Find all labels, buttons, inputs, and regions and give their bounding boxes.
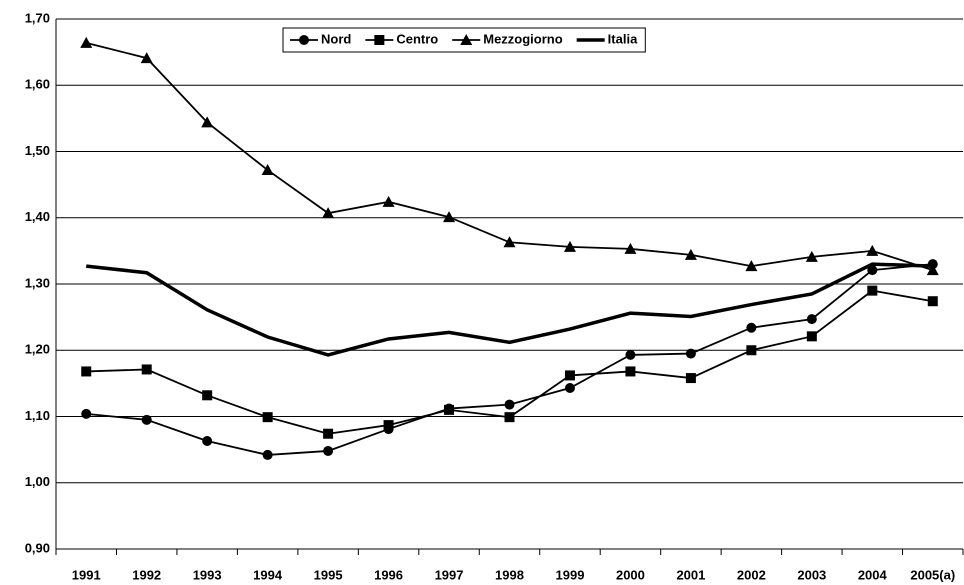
marker-triangle (624, 242, 637, 254)
x-tick-label: 1993 (193, 567, 222, 582)
marker-square (504, 412, 515, 423)
series-line (86, 263, 933, 456)
marker-circle (141, 414, 152, 425)
marker-circle (867, 265, 878, 276)
marker-square (927, 296, 938, 307)
marker-triangle (926, 264, 939, 276)
y-tick-label: 1,70 (25, 10, 50, 25)
x-tick-label: 2002 (737, 567, 766, 582)
marker-triangle (684, 248, 697, 260)
marker-square (202, 390, 213, 401)
legend-label: Italia (608, 31, 638, 46)
y-tick-label: 1,00 (25, 474, 50, 489)
legend-label: Mezzogiorno (483, 31, 562, 46)
y-tick-label: 1,60 (25, 77, 50, 92)
y-tick-label: 1,10 (25, 408, 50, 423)
legend-label: Centro (396, 31, 438, 46)
marker-triangle (140, 52, 153, 64)
x-tick-label: 1994 (253, 567, 283, 582)
marker-triangle (745, 260, 758, 272)
marker-circle (202, 436, 213, 447)
y-tick-label: 1,50 (25, 143, 50, 158)
legend-label: Nord (321, 31, 351, 46)
marker-triangle (261, 164, 274, 176)
marker-square (625, 366, 636, 377)
marker-triangle (805, 250, 818, 262)
marker-triangle (866, 244, 879, 256)
marker-circle (323, 445, 334, 456)
marker-square (262, 412, 273, 423)
marker-circle (81, 408, 92, 419)
marker-triangle (563, 240, 576, 252)
x-tick-label: 2001 (676, 567, 705, 582)
marker-square (374, 35, 385, 45)
x-tick-label: 1997 (435, 567, 464, 582)
marker-triangle (443, 211, 456, 223)
x-tick-label: 1991 (72, 567, 101, 582)
legend: Nord Centro Mezzogiorno Italia (282, 27, 646, 53)
marker-square (81, 366, 92, 377)
marker-square (806, 331, 817, 342)
marker-circle (685, 348, 696, 359)
marker-circle (299, 35, 309, 45)
x-tick-label: 1998 (495, 567, 524, 582)
marker-square (444, 404, 455, 415)
series-line (86, 262, 933, 357)
marker-square (141, 364, 152, 375)
marker-square (746, 345, 757, 356)
y-tick-label: 1,20 (25, 342, 50, 357)
marker-square (383, 420, 394, 431)
marker-circle (625, 349, 636, 360)
marker-triangle (503, 236, 516, 248)
x-tick-label: 2004 (858, 567, 888, 582)
marker-triangle (322, 207, 335, 219)
marker-circle (564, 383, 575, 394)
x-tick-label: 2005(a) (910, 567, 955, 582)
marker-square (323, 428, 334, 439)
series-line (86, 41, 934, 271)
marker-triangle (201, 116, 214, 128)
marker-circle (806, 314, 817, 325)
x-tick-label: 1995 (314, 567, 343, 582)
marker-square (685, 373, 696, 384)
x-tick-label: 1992 (132, 567, 161, 582)
x-tick-label: 1996 (374, 567, 403, 582)
marker-triangle (460, 34, 473, 45)
marker-circle (262, 449, 273, 460)
y-tick-label: 0,90 (25, 540, 50, 555)
x-tick-label: 2000 (616, 567, 645, 582)
marker-circle (746, 322, 757, 333)
y-tick-label: 1,30 (25, 275, 50, 290)
marker-triangle (80, 36, 93, 48)
x-tick-label: 1999 (556, 567, 585, 582)
marker-circle (504, 399, 515, 410)
y-tick-label: 1,40 (25, 209, 50, 224)
marker-square (867, 285, 878, 296)
marker-triangle (382, 195, 395, 207)
x-tick-label: 2003 (797, 567, 826, 582)
marker-square (564, 370, 575, 381)
